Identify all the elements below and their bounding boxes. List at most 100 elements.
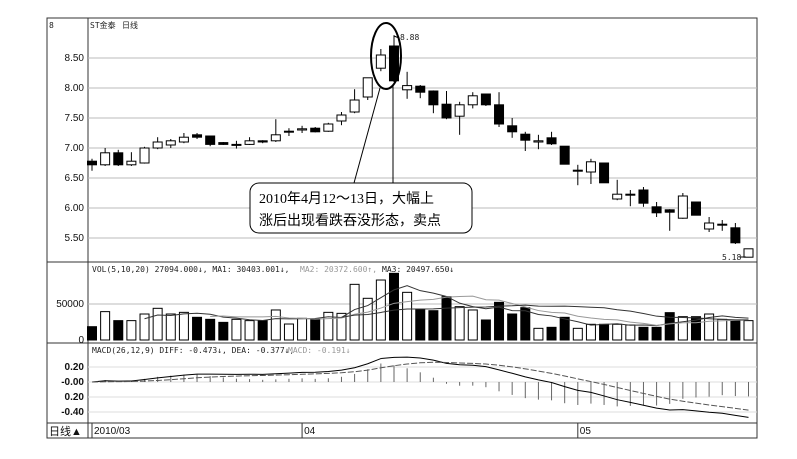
candle-up bbox=[100, 152, 111, 166]
candle-up bbox=[231, 143, 242, 146]
volume-bar-up bbox=[533, 327, 544, 341]
volume-ma-line bbox=[210, 295, 749, 326]
candle-down bbox=[87, 160, 97, 166]
candle-down bbox=[218, 142, 229, 145]
min-price-label: 5.18 bbox=[722, 253, 741, 262]
date-label: 05 bbox=[580, 426, 592, 437]
volume-bar-down bbox=[494, 301, 505, 341]
volume-bar-down bbox=[507, 313, 518, 341]
highlight-ellipse bbox=[370, 22, 402, 90]
candle-down bbox=[441, 103, 452, 119]
candle-down bbox=[388, 45, 399, 82]
volume-ma-line bbox=[144, 285, 749, 327]
volume-bar-down bbox=[480, 319, 491, 341]
macd-value-legend: MACD: -0.191↓ bbox=[288, 346, 351, 355]
period-label: 日线 bbox=[122, 20, 138, 30]
volume-bar-up bbox=[336, 312, 347, 341]
volume-bar-up bbox=[467, 309, 478, 341]
volume-bar-down bbox=[638, 326, 649, 341]
price-tick-label: 6.00 bbox=[65, 203, 85, 214]
candle-up bbox=[178, 136, 189, 143]
candle-down bbox=[507, 125, 518, 133]
max-price-label: 8.88 bbox=[400, 33, 419, 42]
candle-up bbox=[375, 54, 386, 69]
price-tick-label: 7.50 bbox=[65, 113, 85, 124]
volume-ma-line bbox=[341, 304, 749, 321]
volume-bar-up bbox=[244, 320, 255, 341]
volume-bar-up bbox=[677, 316, 688, 341]
annotation-line-2: 涨后出现看跌吞没形态，卖点 bbox=[259, 213, 441, 229]
volume-ma2-legend: MA2: 20372.600↑, bbox=[300, 265, 377, 274]
callout-line bbox=[353, 87, 381, 184]
candle-up bbox=[270, 134, 281, 142]
volume-bar-up bbox=[297, 317, 308, 341]
price-tick-label: 7.00 bbox=[65, 143, 85, 154]
candle-down bbox=[480, 93, 491, 106]
candle-up bbox=[612, 193, 623, 200]
volume-bar-down bbox=[192, 316, 203, 341]
volume-bar-down bbox=[546, 326, 557, 341]
candle-down bbox=[638, 189, 649, 204]
macd-legend: MACD(26,12,9) DIFF: -0.473↓, DEA: -0.377… bbox=[92, 346, 294, 355]
volume-bar-down bbox=[520, 307, 531, 341]
date-label: 04 bbox=[304, 426, 316, 437]
candle-up bbox=[139, 147, 150, 164]
candle-down bbox=[651, 206, 662, 214]
candle-up bbox=[297, 128, 308, 131]
volume-bar-up bbox=[152, 307, 163, 341]
price-tick-label: 6.50 bbox=[65, 173, 85, 184]
volume-bar-down bbox=[690, 316, 701, 341]
volume-legend: VOL(5,10,20) 27094.000↓, MA1: 30403.001↓… bbox=[92, 265, 289, 274]
candle-down bbox=[546, 137, 557, 145]
price-tick-label: 5.50 bbox=[65, 233, 85, 244]
stock-name: ST金泰 bbox=[90, 20, 116, 30]
volume-bar-down bbox=[664, 312, 675, 341]
volume-bar-up bbox=[139, 313, 150, 341]
candle-down bbox=[559, 145, 570, 165]
volume-bar-up bbox=[572, 327, 583, 341]
volume-bar-down bbox=[415, 308, 426, 341]
volume-bar-up bbox=[231, 318, 242, 341]
candle-up bbox=[533, 140, 544, 143]
candle-up bbox=[323, 123, 334, 132]
candle-up bbox=[743, 248, 754, 258]
macd-tick-label: -0.40 bbox=[61, 407, 84, 418]
volume-bar-up bbox=[402, 291, 413, 341]
candle-up bbox=[454, 104, 465, 117]
volume-bar-down bbox=[730, 319, 741, 341]
chart-frame bbox=[46, 17, 758, 439]
volume-bar-down bbox=[218, 321, 229, 341]
volume-bar-down bbox=[559, 316, 570, 341]
volume-bar-up bbox=[454, 306, 465, 341]
volume-tick-label: 50000 bbox=[56, 299, 84, 310]
candle-up bbox=[336, 114, 347, 122]
candle-down bbox=[428, 90, 439, 106]
volume-bar-down bbox=[441, 296, 452, 341]
period-icon[interactable]: 8 bbox=[49, 21, 54, 30]
volume-tick-label: 0 bbox=[78, 335, 84, 346]
volume-bar-up bbox=[717, 318, 728, 341]
annotation-box bbox=[249, 182, 473, 234]
candle-down bbox=[664, 209, 675, 213]
date-label: 2010/03 bbox=[94, 426, 131, 437]
candle-down bbox=[310, 127, 321, 133]
volume-bar-down bbox=[205, 318, 216, 341]
volume-ma3-legend: MA3: 20497.650↓ bbox=[382, 265, 454, 274]
candle-up bbox=[152, 141, 163, 149]
candle-down bbox=[520, 133, 531, 141]
period-toggle[interactable]: 日线▲ bbox=[49, 424, 82, 438]
candle-up bbox=[677, 195, 688, 219]
volume-bar-up bbox=[283, 323, 294, 341]
volume-bar-up bbox=[625, 324, 636, 341]
price-tick-label: 8.50 bbox=[65, 53, 85, 64]
volume-bar-down bbox=[257, 320, 268, 341]
candle-up bbox=[283, 130, 294, 133]
candle-down bbox=[113, 152, 124, 166]
volume-bar-down bbox=[428, 310, 439, 341]
macd-tick-label: 0.20 bbox=[65, 362, 85, 373]
volume-bar-up bbox=[323, 311, 334, 341]
volume-bar-up bbox=[270, 309, 281, 341]
candle-down bbox=[690, 201, 701, 216]
candle-down bbox=[730, 227, 741, 244]
